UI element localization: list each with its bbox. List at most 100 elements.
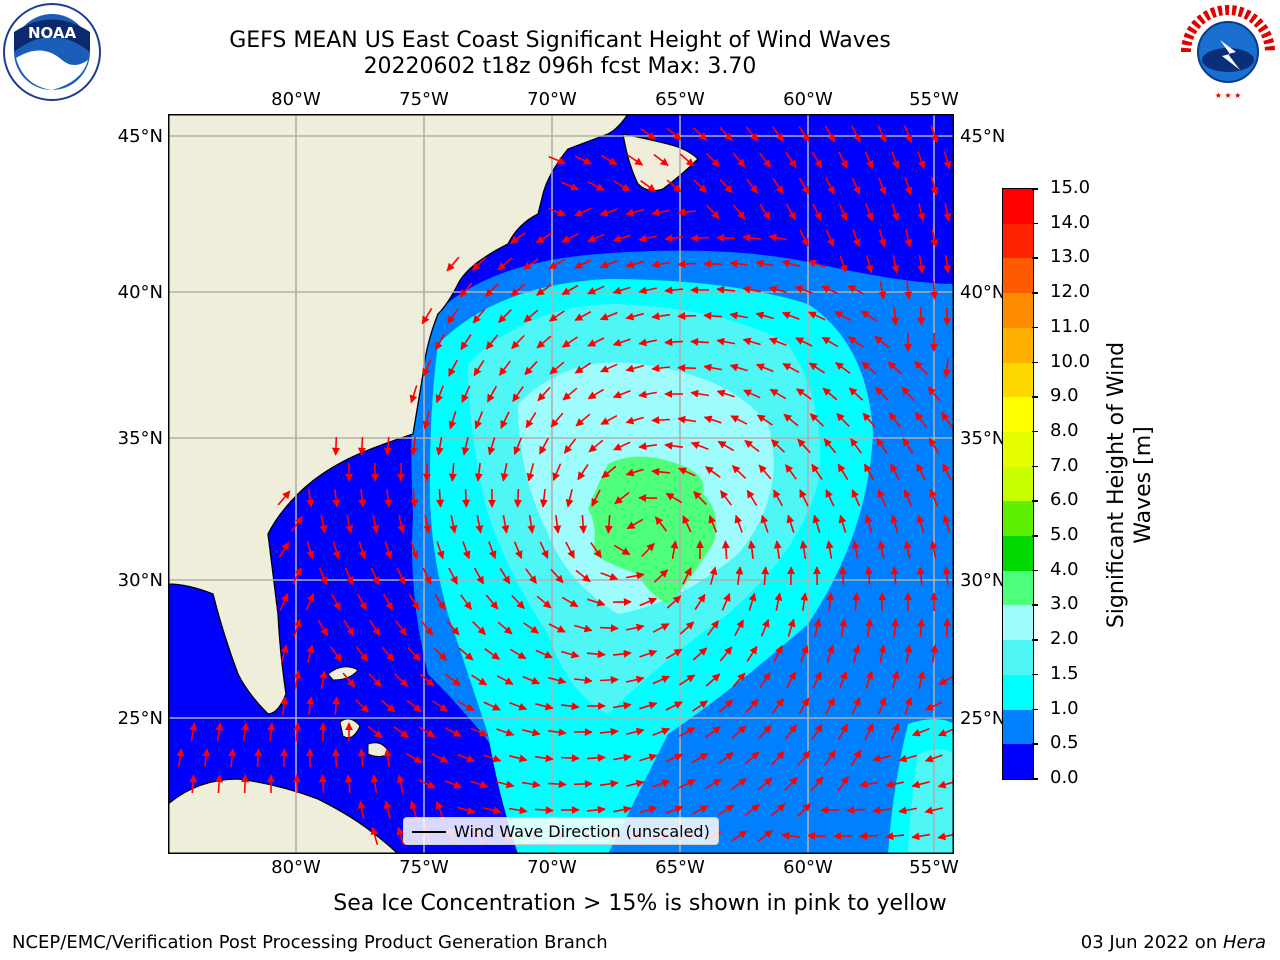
wave-direction-arrow <box>640 128 656 140</box>
wave-direction-arrow <box>943 151 952 170</box>
wave-direction-arrow <box>799 229 809 247</box>
wave-direction-arrow <box>743 389 761 399</box>
colorbar-tick-label: 9.0 <box>1050 385 1079 407</box>
wave-direction-arrow <box>432 700 449 712</box>
wave-direction-arrow <box>561 336 578 348</box>
wave-direction-arrow <box>470 727 488 737</box>
wave-direction-arrow <box>878 229 887 248</box>
wave-direction-arrow <box>371 515 380 534</box>
wave-direction-arrow <box>354 699 370 713</box>
wave-direction-arrow <box>758 152 772 168</box>
wave-direction-arrow <box>812 203 822 221</box>
wave-direction-arrow <box>864 151 874 169</box>
wave-direction-arrow <box>690 337 710 346</box>
wave-direction-arrow <box>865 255 874 274</box>
wave-direction-arrow <box>813 618 822 637</box>
wave-direction-arrow <box>652 727 671 736</box>
wave-direction-arrow <box>267 722 276 742</box>
colorbar-tick-mark <box>1032 708 1038 711</box>
wave-direction-arrow <box>435 800 444 819</box>
wave-direction-arrow <box>496 675 514 685</box>
wave-direction-arrow <box>381 646 395 662</box>
wave-direction-arrow <box>473 567 485 585</box>
colorbar-label-line2: Waves [m] <box>1131 426 1156 544</box>
wave-direction-arrow <box>472 621 486 635</box>
wave-direction-arrow <box>755 363 774 373</box>
wave-direction-arrow <box>306 696 315 715</box>
wave-direction-arrow <box>639 805 658 814</box>
wave-direction-arrow <box>448 411 457 430</box>
wave-direction-arrow <box>418 779 436 789</box>
wave-direction-arrow <box>838 566 847 586</box>
wave-direction-arrow <box>927 386 941 402</box>
wave-direction-arrow <box>599 208 618 217</box>
wave-direction-arrow <box>600 572 619 581</box>
wave-direction-arrow <box>795 337 813 347</box>
wave-direction-arrow <box>704 778 722 790</box>
wave-direction-arrow <box>457 700 475 712</box>
wave-direction-arrow <box>462 541 471 560</box>
wave-direction-arrow <box>694 593 706 610</box>
wave-direction-arrow <box>306 488 315 508</box>
wave-direction-arrow <box>331 593 341 611</box>
wave-direction-arrow <box>917 254 926 274</box>
wave-direction-arrow <box>705 726 722 738</box>
wave-direction-arrow <box>485 594 499 610</box>
wave-direction-arrow <box>825 177 835 195</box>
wave-direction-arrow <box>562 387 578 401</box>
wave-direction-arrow <box>682 567 692 585</box>
wave-direction-arrow <box>872 806 891 815</box>
wave-direction-arrow <box>241 774 250 794</box>
wave-direction-arrow <box>665 753 684 763</box>
wave-direction-arrow <box>823 438 837 454</box>
wave-direction-arrow <box>445 673 461 687</box>
wave-direction-arrow <box>784 776 798 792</box>
wave-direction-arrow <box>902 437 914 455</box>
legend-label: Wind Wave Direction (unscaled) <box>454 822 710 841</box>
wave-direction-arrow <box>742 233 761 242</box>
wave-direction-arrow <box>599 624 619 633</box>
wave-direction-arrow <box>850 438 862 454</box>
wave-direction-arrow <box>586 753 606 762</box>
wave-direction-arrow <box>536 595 552 609</box>
wave-direction-arrow <box>729 311 748 320</box>
wave-direction-arrow <box>943 203 952 222</box>
wave-direction-arrow <box>280 644 289 663</box>
wave-direction-arrow <box>574 624 593 633</box>
wave-direction-arrow <box>431 753 449 763</box>
wave-direction-arrow <box>552 463 562 482</box>
wave-direction-arrow <box>626 518 644 530</box>
wave-direction-arrow <box>678 726 696 738</box>
wave-direction-arrow <box>825 540 834 560</box>
wave-direction-arrow <box>859 832 879 841</box>
wave-direction-arrow <box>470 780 489 789</box>
wave-direction-arrow <box>888 412 902 428</box>
wave-direction-arrow <box>292 774 301 794</box>
lat-label-right-30n: 30°N <box>960 570 1006 591</box>
wave-direction-arrow <box>447 308 459 324</box>
wave-direction-arrow <box>475 515 484 534</box>
wave-direction-arrow <box>509 754 528 763</box>
wave-direction-arrow <box>811 151 823 169</box>
wave-direction-arrow <box>759 204 771 221</box>
lon-label-bottom-75w: 75°W <box>399 857 449 878</box>
wave-direction-arrow <box>345 515 354 534</box>
wave-direction-arrow <box>434 594 446 611</box>
wave-direction-arrow <box>574 155 592 165</box>
wave-direction-arrow <box>839 618 848 638</box>
wave-direction-arrow <box>848 387 864 401</box>
wave-direction-arrow <box>652 623 670 633</box>
wave-direction-arrow <box>846 806 866 815</box>
wave-direction-arrow <box>781 311 800 320</box>
wave-direction-arrow <box>319 515 328 534</box>
wave-direction-arrow <box>821 285 839 295</box>
colorbar <box>1002 188 1034 780</box>
wave-direction-arrow <box>536 284 552 296</box>
wave-direction-arrow <box>599 675 619 684</box>
wave-direction-arrow <box>397 515 406 534</box>
wave-direction-arrow <box>839 670 848 689</box>
lon-label-top-55w: 55°W <box>909 89 959 110</box>
wave-direction-arrow <box>847 285 865 295</box>
lat-label-right-25n: 25°N <box>960 708 1006 729</box>
wave-direction-arrow <box>745 178 759 194</box>
